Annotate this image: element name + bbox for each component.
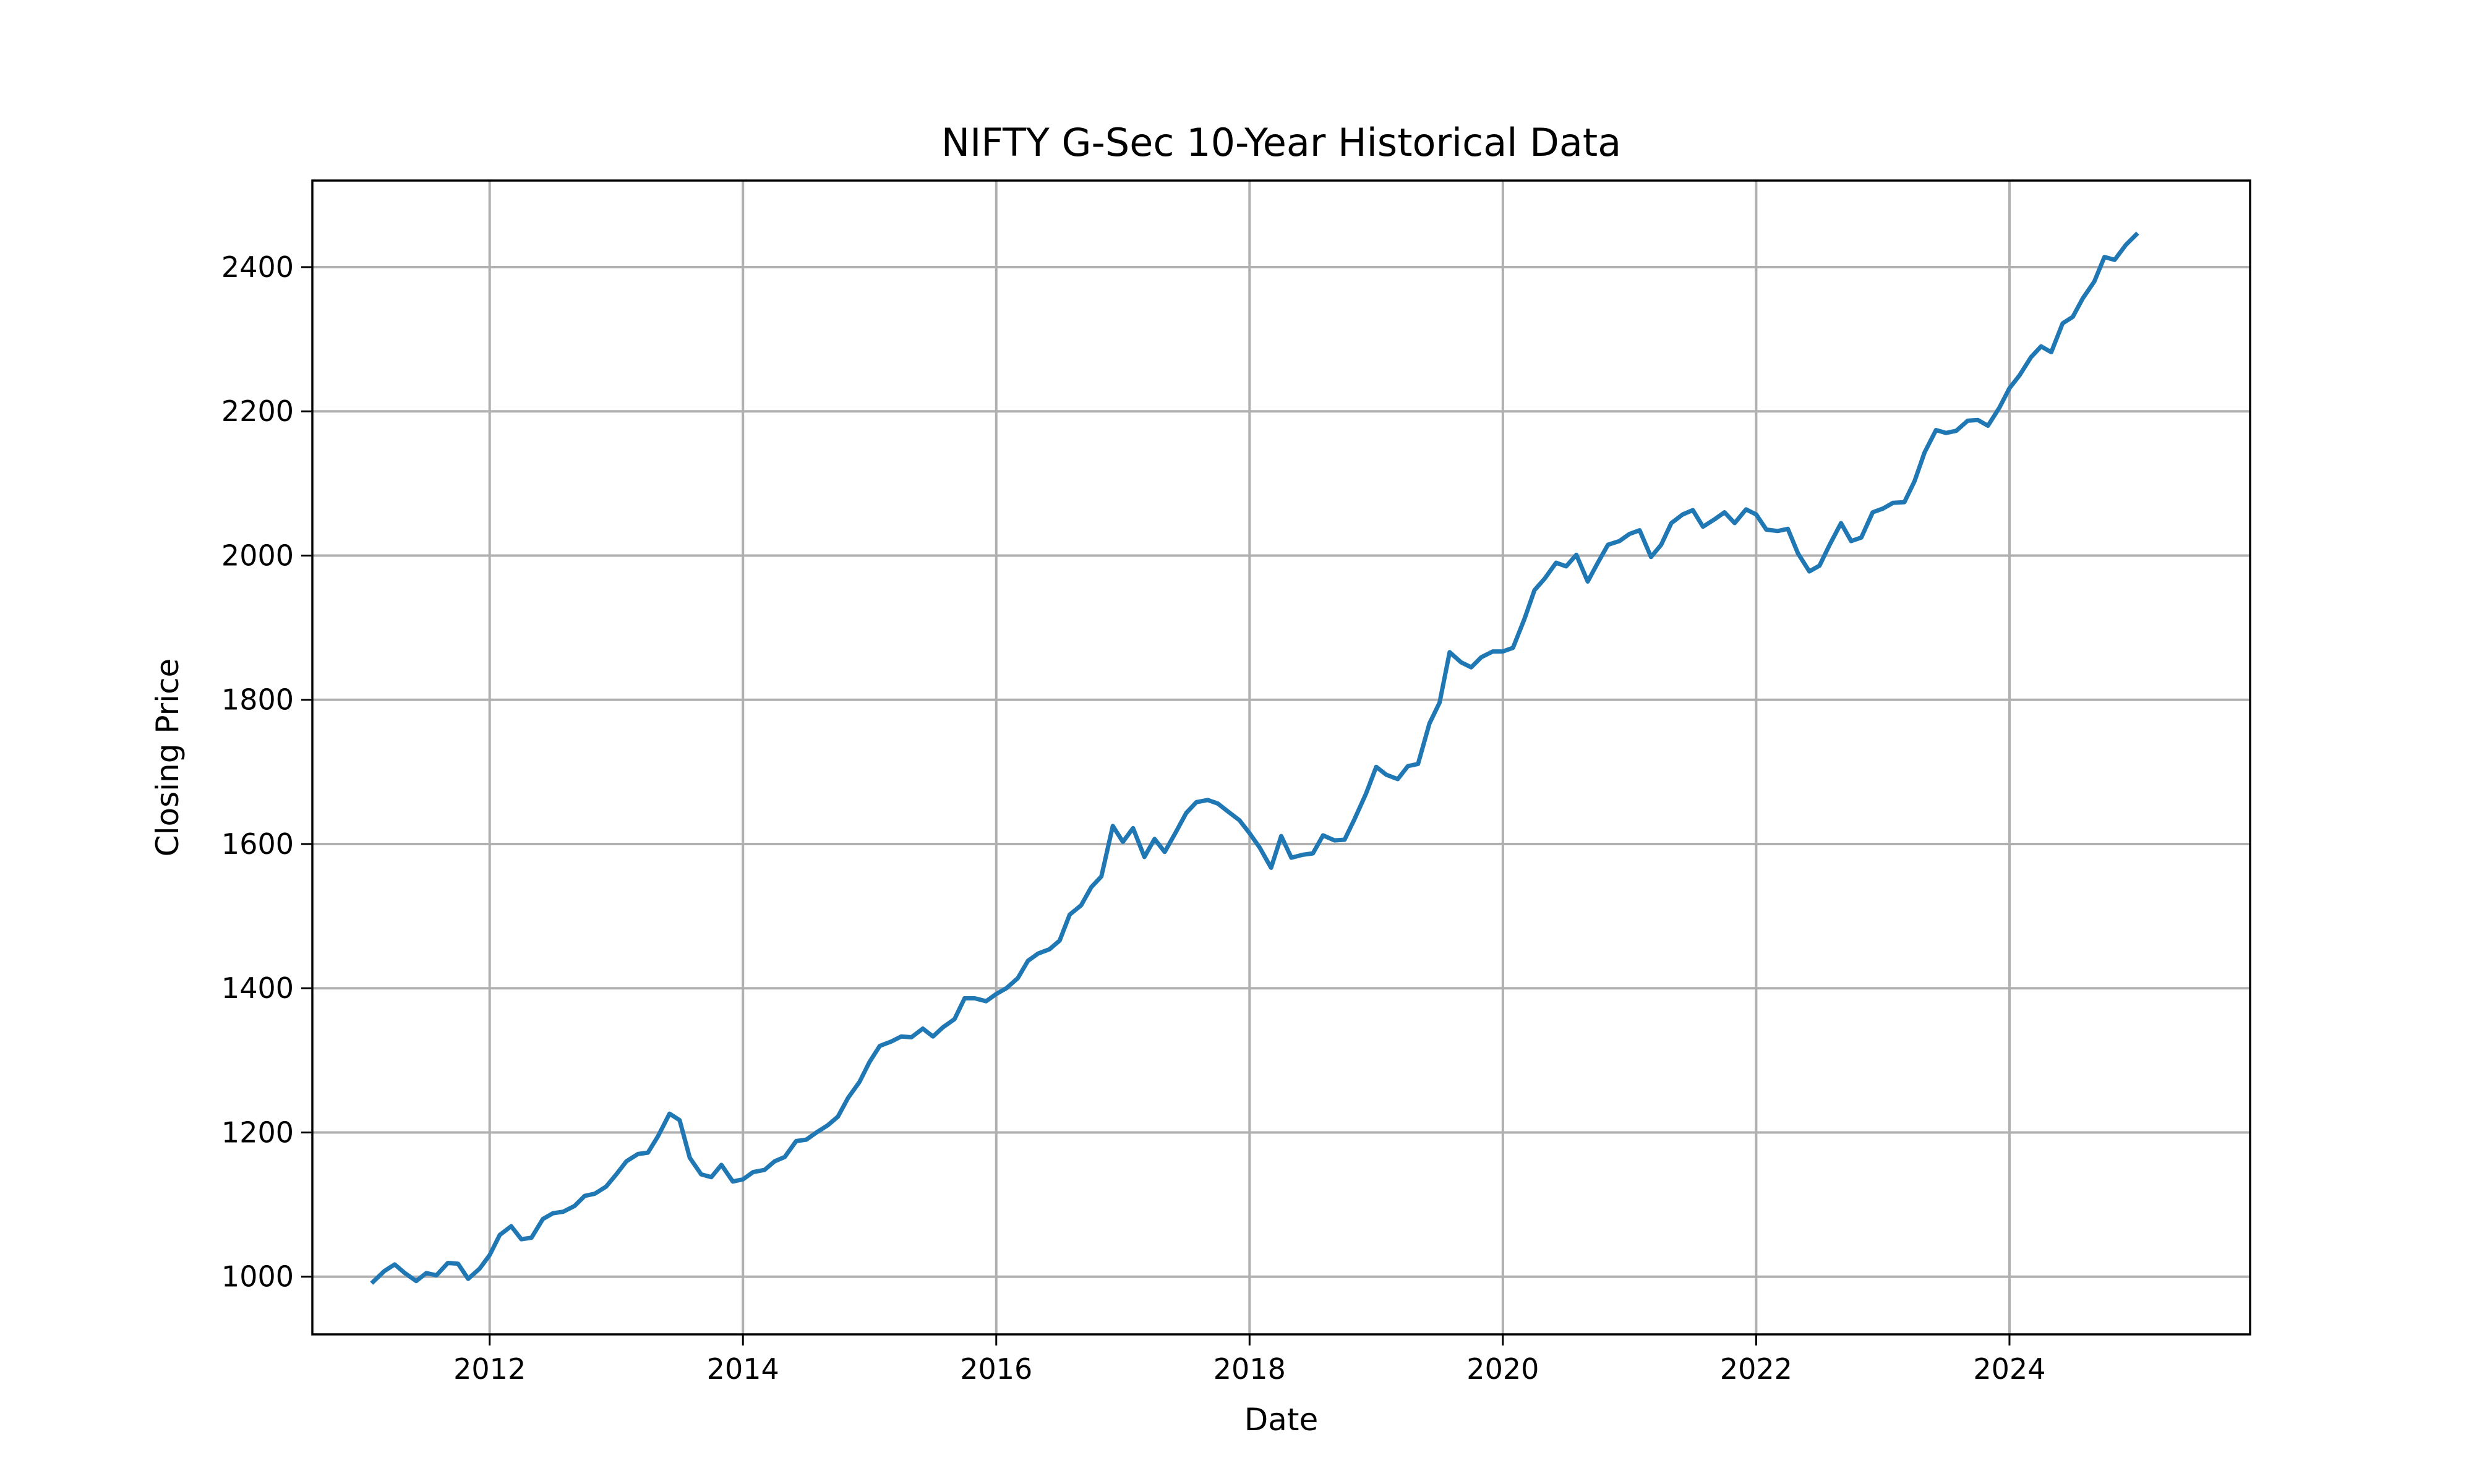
y-tick-label: 1600: [221, 827, 294, 861]
plot-frame: [311, 179, 2251, 1336]
x-tick-label: 2022: [1720, 1352, 1792, 1386]
y-tick-label: 1800: [221, 683, 294, 717]
chart-title: NIFTY G-Sec 10-Year Historical Data: [941, 120, 1621, 165]
series-line: [370, 231, 2139, 1285]
x-tick-label: 2020: [1466, 1352, 1539, 1386]
y-tick-label: 1400: [221, 971, 294, 1005]
x-tick-label: 2014: [707, 1352, 779, 1386]
y-tick-label: 1000: [221, 1260, 294, 1294]
y-tick-label: 2200: [221, 394, 294, 428]
x-tick-label: 2024: [1973, 1352, 2045, 1386]
x-tick-label: 2016: [960, 1352, 1032, 1386]
x-tick-label: 2018: [1213, 1352, 1286, 1386]
grid-lines: [312, 181, 2250, 1334]
series-layer: [370, 231, 2139, 1285]
y-tick-label: 2000: [221, 539, 294, 572]
y-tick-label: 1200: [221, 1115, 294, 1149]
x-axis-label: Date: [1244, 1402, 1319, 1438]
x-tick-label: 2012: [453, 1352, 526, 1386]
y-tick-label: 2400: [221, 250, 294, 284]
tick-marks: [301, 266, 2011, 1345]
y-axis-label: Closing Price: [150, 659, 186, 857]
tick-labels: 2012 2014 2016 2018 2020 2022 2024 1000 1200 1400…: [221, 250, 2046, 1386]
